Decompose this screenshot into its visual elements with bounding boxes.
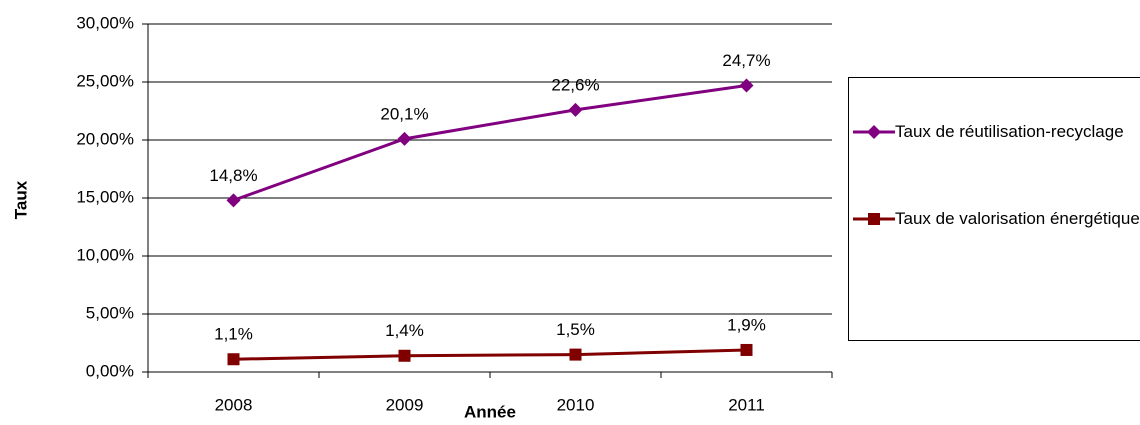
y-tick-label: 25,00% [76, 71, 134, 90]
data-label: 1,1% [214, 325, 253, 344]
marker [226, 193, 241, 208]
marker [740, 343, 753, 356]
x-tick-label: 2011 [728, 395, 765, 414]
x-tick-label: 2008 [215, 395, 253, 414]
data-label: 1,9% [727, 315, 766, 334]
x-axis-label: Année [464, 402, 516, 421]
y-tick-label: 20,00% [76, 129, 134, 148]
legend-label: Taux de valorisation énergétique [895, 209, 1140, 228]
series-line [233, 348, 747, 361]
y-tick-label: 30,00% [76, 13, 134, 32]
series-line [232, 83, 747, 202]
legend-swatch [853, 125, 895, 139]
y-tick-label: 5,00% [86, 303, 134, 322]
y-axis-label: Taux [11, 180, 30, 219]
x-tick-label: 2010 [557, 395, 595, 414]
y-tick-label: 10,00% [76, 245, 134, 264]
marker [568, 102, 583, 117]
data-label: 1,5% [556, 320, 595, 339]
data-label: 22,6% [551, 75, 599, 94]
legend-swatch [853, 213, 895, 225]
data-label: 24,7% [722, 51, 770, 70]
marker [397, 131, 412, 146]
marker [398, 349, 411, 362]
x-tick-label: 2009 [386, 395, 424, 414]
marker [739, 78, 754, 93]
data-label: 1,4% [385, 321, 424, 340]
data-label: 20,1% [380, 104, 428, 123]
marker [227, 353, 240, 366]
legend: Taux de réutilisation-recyclage Taux de v… [848, 77, 1140, 341]
y-tick-label: 0,00% [86, 361, 134, 380]
legend-label: Taux de réutilisation-recyclage [895, 122, 1124, 141]
marker [569, 348, 582, 361]
y-tick-label: 15,00% [76, 187, 134, 206]
marker [867, 125, 881, 139]
data-label: 14,8% [209, 166, 257, 185]
marker [868, 213, 880, 225]
